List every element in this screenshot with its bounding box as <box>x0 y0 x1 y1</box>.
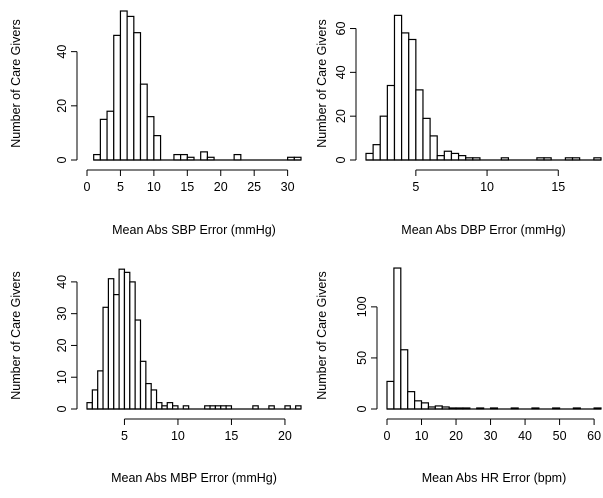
x-tick-label: 10 <box>480 180 494 194</box>
histogram-panel-2: 5 10 15 0 20 40 60 Mean Abs DBP Error (mmHg) Num… <box>315 14 602 237</box>
x-tick-label: 20 <box>214 180 228 194</box>
histogram-bar <box>106 110 115 161</box>
x-tick-label: 0 <box>384 429 391 443</box>
histogram-bar <box>414 400 423 410</box>
histogram-bar <box>146 116 155 161</box>
histogram-bar <box>99 118 108 161</box>
histogram-bar <box>107 278 115 410</box>
histogram-bar <box>422 117 431 161</box>
histogram-bar <box>91 389 99 410</box>
x-tick-label: 15 <box>224 429 238 443</box>
histogram-bar <box>113 34 122 161</box>
histogram-bar <box>429 135 438 161</box>
histogram-bar <box>393 267 402 410</box>
y-tick-label: 10 <box>55 370 69 384</box>
y-axis-title: Number of Care Givers <box>315 19 329 148</box>
histogram-bar <box>386 380 395 410</box>
histogram-bar <box>123 271 131 410</box>
y-tick-label: 20 <box>55 338 69 352</box>
histogram-bar <box>118 268 126 410</box>
histogram-bar <box>153 135 162 161</box>
histogram-bar <box>150 389 158 410</box>
histogram-bar <box>97 370 104 410</box>
histogram-bar <box>443 150 453 161</box>
x-tick-label: 15 <box>180 180 194 194</box>
x-tick-label: 50 <box>553 429 567 443</box>
histogram-bar <box>102 306 110 410</box>
y-tick-label: 30 <box>55 307 69 321</box>
histogram-bar <box>420 402 430 410</box>
y-tick-label: 0 <box>55 156 69 163</box>
x-tick-label: 5 <box>412 180 419 194</box>
x-tick-label: 30 <box>281 180 295 194</box>
histogram-bar <box>372 144 381 161</box>
x-axis-title: Mean Abs HR Error (bpm) <box>422 471 566 485</box>
histogram-panel-1: 0 5 10 15 20 25 30 0 20 40 Mean Abs SBP Error (mmH… <box>9 10 302 237</box>
y-tick-label: 20 <box>55 99 69 113</box>
y-tick-label: 40 <box>55 45 69 59</box>
histogram-bar <box>134 319 142 410</box>
x-axis-title: Mean Abs MBP Error (mmHg) <box>111 471 277 485</box>
histogram-bar <box>400 349 409 410</box>
histogram-bar <box>450 152 460 161</box>
histogram-bar <box>129 281 136 410</box>
histogram-bar <box>93 153 101 161</box>
histogram-bar <box>407 391 416 410</box>
x-axis-title: Mean Abs DBP Error (mmHg) <box>401 223 565 237</box>
y-axis-title: Number of Care Givers <box>9 271 23 400</box>
y-axis-title: Number of Care Givers <box>315 271 329 400</box>
y-axis-title: Number of Care Givers <box>9 19 23 148</box>
y-tick-label: 0 <box>334 156 348 163</box>
histogram-bar <box>415 89 424 161</box>
x-tick-label: 30 <box>484 429 498 443</box>
histogram-bar <box>139 83 148 161</box>
x-tick-label: 15 <box>551 180 565 194</box>
histogram-bar <box>180 153 188 161</box>
y-tick-label: 20 <box>334 109 348 123</box>
y-tick-label: 0 <box>355 405 369 412</box>
histogram-bar <box>173 153 182 161</box>
x-tick-label: 10 <box>415 429 429 443</box>
x-tick-label: 25 <box>247 180 261 194</box>
x-tick-label: 10 <box>147 180 161 194</box>
x-tick-label: 0 <box>84 180 91 194</box>
y-tick-label: 40 <box>334 65 348 79</box>
y-tick-label: 100 <box>355 296 369 317</box>
histogram-bar <box>386 84 396 161</box>
histogram-bar <box>379 115 388 161</box>
histogram-bar <box>457 155 467 161</box>
y-tick-label: 50 <box>355 351 369 365</box>
y-tick-label: 40 <box>55 275 69 289</box>
x-tick-label: 40 <box>518 429 532 443</box>
histogram-bar <box>126 15 135 161</box>
histogram-bar <box>113 294 120 410</box>
y-tick-label: 0 <box>55 405 69 412</box>
histogram-bar <box>166 402 174 410</box>
histogram-bar <box>436 155 445 161</box>
x-tick-label: 20 <box>449 429 463 443</box>
x-tick-label: 5 <box>117 180 124 194</box>
histogram-bar <box>119 10 128 161</box>
histogram-bar <box>401 32 410 161</box>
histogram-bar <box>393 14 403 161</box>
x-tick-label: 60 <box>587 429 601 443</box>
histogram-bar <box>139 360 147 410</box>
x-tick-label: 5 <box>121 429 128 443</box>
x-tick-label: 10 <box>171 429 185 443</box>
histogram-panel-4: 0 10 20 30 40 50 60 0 50 100 Mean Abs HR Error (bp… <box>315 267 602 485</box>
histogram-bar <box>145 382 152 410</box>
histogram-panel-3: 5 10 15 20 0 10 20 30 40 Mean Abs MBP Error (mmHg… <box>9 268 302 485</box>
x-axis-title: Mean Abs SBP Error (mmHg) <box>112 223 276 237</box>
histogram-bar <box>233 153 242 161</box>
histogram-bar <box>365 152 374 161</box>
histogram-bar <box>408 38 417 161</box>
histogram-bar <box>133 32 142 161</box>
histogram-bar <box>86 402 93 410</box>
y-tick-label: 60 <box>334 22 348 36</box>
histogram-bar <box>200 151 208 161</box>
histogram-bar <box>155 402 163 410</box>
x-tick-label: 20 <box>278 429 292 443</box>
